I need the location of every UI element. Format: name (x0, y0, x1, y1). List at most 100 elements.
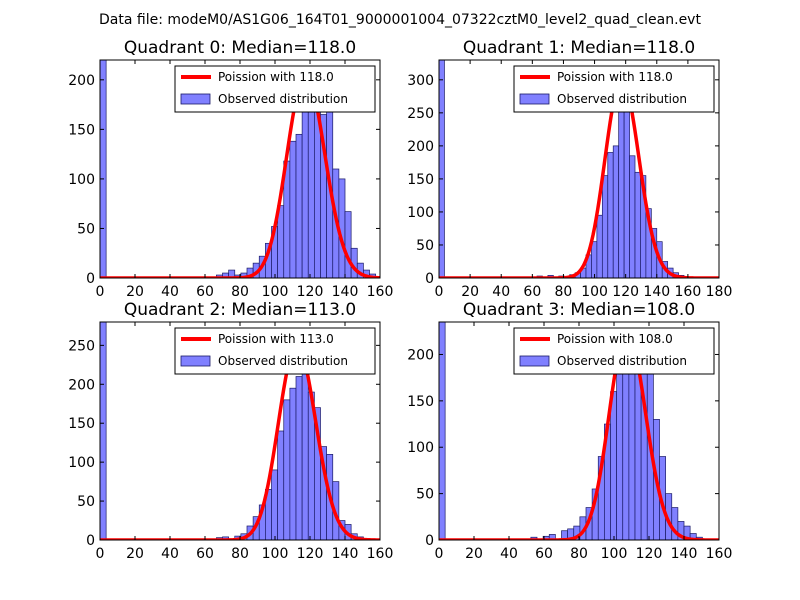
x-tick-label: 120 (636, 546, 663, 562)
histogram-bar (314, 109, 321, 278)
y-tick-label: 0 (86, 271, 95, 287)
x-tick-label: 120 (297, 546, 324, 562)
y-tick-label: 0 (425, 533, 434, 549)
subplot-title: Quadrant 3: Median=108.0 (463, 300, 695, 320)
legend: Poission with 108.0 Observed distributio… (513, 327, 715, 375)
x-tick-label: 60 (196, 546, 214, 562)
x-tick-label: 40 (161, 546, 179, 562)
subplot-title: Quadrant 1: Median=118.0 (463, 38, 695, 58)
histogram-bar (618, 105, 625, 278)
poisson-curve (439, 78, 719, 278)
y-tick-label: 0 (425, 271, 434, 287)
histogram-bar (628, 363, 636, 540)
y-tick-label: 50 (416, 238, 434, 254)
histogram-bar (683, 525, 691, 540)
x-tick-label: 140 (332, 546, 359, 562)
legend-observed-label: Observed distribution (218, 92, 348, 106)
legend-poisson-label: Poission with 118.0 (218, 70, 334, 84)
x-tick-label: 100 (581, 284, 608, 300)
y-tick-label: 100 (68, 455, 95, 471)
x-tick-label: 0 (96, 284, 105, 300)
poisson-curve (439, 329, 719, 540)
plot-content (439, 60, 719, 278)
subplot-quadrant-2: Quadrant 2: Median=113.0 0 20 40 60 80 100 120… (68, 300, 393, 562)
subplot-quadrant-3: Quadrant 3: Median=108.0 0 20 40 60 80 100 120… (407, 300, 732, 562)
y-tick-label: 250 (407, 106, 434, 122)
y-tick-label: 150 (68, 122, 95, 138)
subplot-title: Quadrant 2: Median=113.0 (124, 300, 356, 320)
y-tick-label: 200 (407, 347, 434, 363)
x-tick-label: 140 (643, 284, 670, 300)
x-tick-label: 0 (96, 546, 105, 562)
histogram-bar (591, 241, 598, 278)
histogram-bar (289, 387, 297, 540)
x-tick-label: 160 (706, 546, 733, 562)
x-tick-label: 120 (612, 284, 639, 300)
x-tick-label: 0 (435, 546, 444, 562)
legend-poisson-label: Poission with 118.0 (557, 70, 673, 84)
subplot-quadrant-0: Quadrant 0: Median=118.0 0 20 40 60 80 100 120… (68, 38, 393, 300)
x-tick-label: 0 (435, 284, 444, 300)
histogram-bar (439, 60, 445, 278)
y-tick-label: 100 (68, 172, 95, 188)
histogram-bar (610, 391, 617, 540)
histogram-bar (612, 145, 620, 278)
y-tick-label: 150 (68, 416, 95, 432)
x-tick-label: 160 (675, 284, 702, 300)
legend: Poission with 113.0 Observed distributio… (174, 327, 376, 375)
histogram-bar (271, 469, 278, 540)
axes-frame (438, 59, 720, 279)
x-tick-label: 20 (126, 284, 144, 300)
histogram-bar (439, 322, 446, 540)
x-tick-label: 160 (367, 546, 394, 562)
x-tick-label: 140 (332, 284, 359, 300)
y-tick-label: 100 (407, 205, 434, 221)
x-tick-label: 80 (555, 284, 573, 300)
legend-observed-swatch (519, 93, 550, 105)
x-tick-label: 140 (671, 546, 698, 562)
histogram-bar (228, 269, 236, 278)
y-tick-label: 200 (407, 139, 434, 155)
legend-observed-swatch (180, 355, 211, 367)
histogram-bar (616, 363, 624, 540)
x-tick-label: 80 (231, 284, 249, 300)
x-tick-label: 100 (262, 284, 289, 300)
y-tick-label: 150 (407, 394, 434, 410)
histogram-bar (295, 133, 303, 278)
y-tick-label: 300 (407, 73, 434, 89)
histogram-bar (634, 171, 641, 278)
x-tick-label: 120 (297, 284, 324, 300)
histogram-bar (622, 354, 630, 540)
subplot-quadrant-1: Quadrant 1: Median=118.0 0 20 40 60 80 100 120… (407, 38, 732, 300)
plot-content (439, 322, 719, 540)
x-tick-label: 60 (523, 284, 541, 300)
x-tick-label: 40 (500, 546, 518, 562)
legend-observed-label: Observed distribution (557, 92, 687, 106)
legend-observed-swatch (180, 93, 211, 105)
x-tick-label: 100 (601, 546, 628, 562)
x-tick-label: 60 (535, 546, 553, 562)
x-tick-label: 20 (465, 546, 483, 562)
y-tick-label: 50 (77, 221, 95, 237)
plot-content (100, 322, 380, 540)
histogram-bar (100, 60, 107, 278)
legend-poisson-label: Poission with 108.0 (557, 332, 673, 346)
y-tick-label: 100 (407, 440, 434, 456)
x-tick-label: 20 (126, 546, 144, 562)
y-tick-label: 0 (86, 533, 95, 549)
x-tick-label: 40 (492, 284, 510, 300)
x-tick-label: 80 (570, 546, 588, 562)
x-tick-label: 40 (161, 284, 179, 300)
y-tick-label: 150 (407, 172, 434, 188)
x-tick-label: 160 (367, 284, 394, 300)
y-tick-label: 200 (68, 73, 95, 89)
histogram-bar (295, 376, 303, 540)
x-tick-label: 60 (196, 284, 214, 300)
histogram-bar (289, 140, 297, 278)
x-tick-label: 180 (706, 284, 733, 300)
figure-suptitle: Data file: modeM0/AS1G06_164T01_90000010… (99, 12, 701, 28)
x-tick-label: 80 (231, 546, 249, 562)
histogram-bar (596, 214, 603, 278)
histogram-bar (689, 533, 697, 540)
legend: Poission with 118.0 Observed distributio… (513, 65, 715, 113)
